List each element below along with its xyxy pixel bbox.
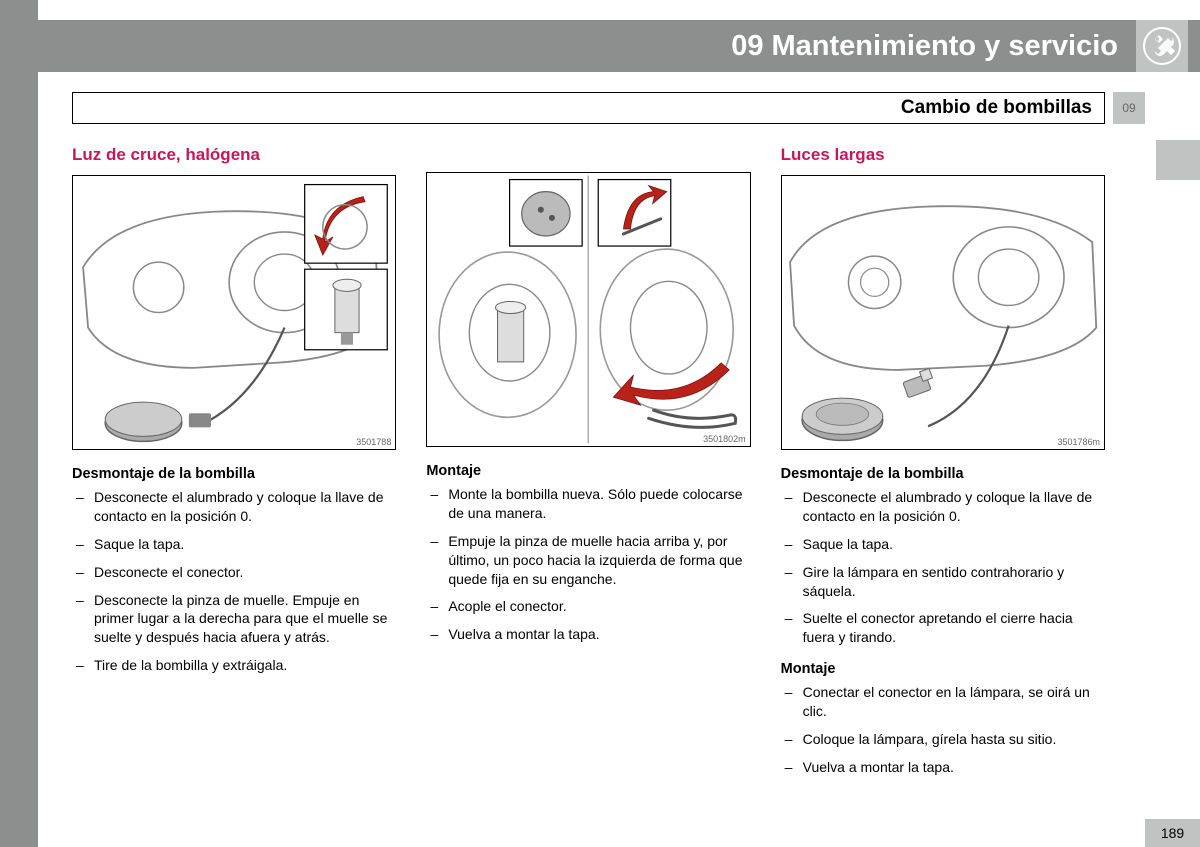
list-item: Saque la tapa. (72, 535, 396, 554)
subheader-text: Cambio de bombillas (901, 97, 1092, 119)
column-2: 3501802m Montaje Monte la bombilla nueva… (426, 145, 750, 786)
col3-subtitle-b: Montaje (781, 661, 1105, 677)
chapter-title: 09 Mantenimiento y servicio (731, 30, 1118, 63)
list-item: Saque la tapa. (781, 535, 1105, 554)
figure-col2: 3501802m (426, 172, 750, 447)
list-item: Monte la bombilla nueva. Sólo puede colo… (426, 485, 750, 523)
col1-steps: Desconecte el alumbrado y coloque la lla… (72, 488, 396, 675)
col3-title: Luces largas (781, 145, 1105, 165)
content-area: Luz de cruce, halógena (72, 145, 1105, 786)
bulb-mount-diagram (427, 173, 749, 446)
page-number-text: 189 (1161, 825, 1184, 841)
figure-id-3: 3501786m (1057, 437, 1100, 447)
left-margin-stripe (0, 0, 38, 847)
col1-subtitle: Desmontaje de la bombilla (72, 466, 396, 482)
list-item: Desconecte el conector. (72, 563, 396, 582)
page-number: 189 (1145, 819, 1200, 847)
chapter-header: 09 Mantenimiento y servicio (38, 20, 1200, 72)
wrench-icon-box (1136, 20, 1188, 72)
col2-subtitle: Montaje (426, 463, 750, 479)
column-1: Luz de cruce, halógena (72, 145, 396, 786)
list-item: Coloque la lámpara, gírela hasta su siti… (781, 730, 1105, 749)
list-item: Vuelva a montar la tapa. (426, 625, 750, 644)
col2-steps: Monte la bombilla nueva. Sólo puede colo… (426, 485, 750, 644)
list-item: Tire de la bombilla y extráigala. (72, 656, 396, 675)
list-item: Suelte el conector apretando el cierre h… (781, 609, 1105, 647)
list-item: Desconecte el alumbrado y coloque la lla… (72, 488, 396, 526)
side-tab: 09 (1113, 92, 1145, 124)
column-3: Luces largas 3501786m Desmontaje de la (781, 145, 1105, 786)
list-item: Acople el conector. (426, 597, 750, 616)
figure-id-2: 3501802m (703, 434, 746, 444)
figure-id-1: 3501788 (356, 437, 391, 447)
section-subheader: Cambio de bombillas (72, 92, 1105, 124)
col3-steps-a: Desconecte el alumbrado y coloque la lla… (781, 488, 1105, 647)
list-item: Gire la lámpara en sentido contrahorario… (781, 563, 1105, 601)
figure-col3: 3501786m (781, 175, 1105, 450)
col1-title: Luz de cruce, halógena (72, 145, 396, 165)
col3-subtitle-a: Desmontaje de la bombilla (781, 466, 1105, 482)
col3-steps-b: Conectar el conector en la lámpara, se o… (781, 683, 1105, 777)
right-margin-tab (1156, 140, 1200, 180)
headlamp-diagram-1 (73, 176, 395, 449)
figure-col1: 3501788 (72, 175, 396, 450)
list-item: Desconecte el alumbrado y coloque la lla… (781, 488, 1105, 526)
list-item: Desconecte la pinza de muelle. Empuje en… (72, 591, 396, 648)
list-item: Vuelva a montar la tapa. (781, 758, 1105, 777)
list-item: Empuje la pinza de muelle hacia arriba y… (426, 532, 750, 589)
headlamp-diagram-2 (782, 176, 1104, 449)
col2-title-spacer (426, 145, 750, 172)
wrench-icon (1141, 25, 1183, 67)
list-item: Conectar el conector en la lámpara, se o… (781, 683, 1105, 721)
